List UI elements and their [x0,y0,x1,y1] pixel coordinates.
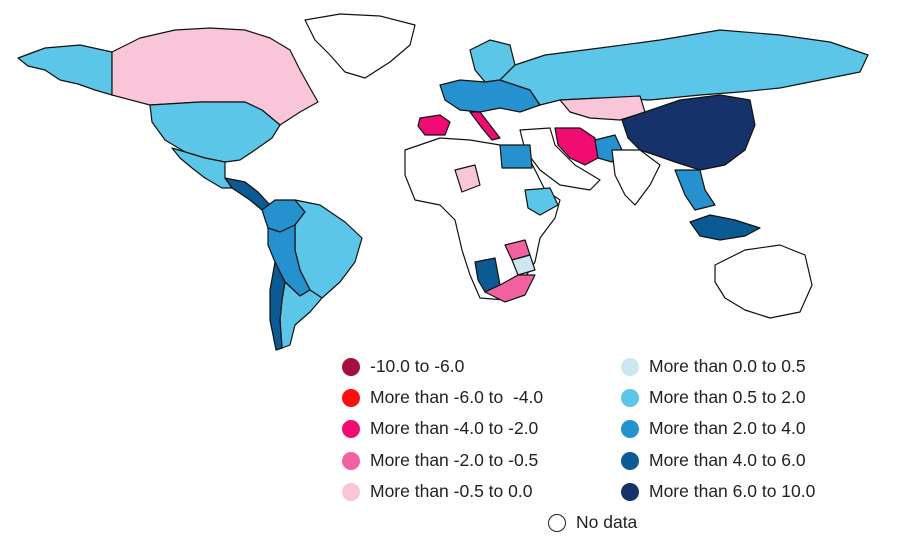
region-usa [149,101,281,163]
legend-item-4: More than -2.0 to -0.5 [342,450,538,471]
region-china [621,94,756,171]
legend-item-9: More than 4.0 to 6.0 [621,450,806,471]
region-greenland [304,13,416,79]
legend-label: More than -6.0 to -4.0 [370,387,544,407]
legend-swatch [621,419,639,438]
legend-swatch [621,482,639,501]
region-zimbabwe [511,254,536,276]
legend-item-5: More than -0.5 to 0.0 [342,481,532,502]
legend-label: More than 6.0 to 10.0 [649,481,816,501]
legend-label: -10.0 to -6.0 [370,356,465,376]
legend-label: More than -0.5 to 0.0 [370,481,533,501]
legend-swatch [342,388,360,407]
region-russia [499,29,869,106]
legend-swatch [621,451,639,470]
no-data-swatch [548,513,566,532]
region-southeast-asia [674,169,716,211]
legend-item-10: More than 6.0 to 10.0 [621,481,815,502]
legend-item-8: More than 2.0 to 4.0 [621,418,806,439]
legend-swatch [342,419,360,438]
legend-swatch [621,388,639,407]
region-alaska [17,44,113,96]
legend-label: More than 0.0 to 0.5 [649,356,806,376]
region-south-africa [484,274,536,303]
region-australia [714,244,813,319]
legend-item-6: More than 0.0 to 0.5 [621,356,806,377]
region-ethiopia [524,187,559,216]
legend-item-7: More than 0.5 to 2.0 [621,387,806,408]
legend-item-1: -10.0 to -6.0 [342,356,464,377]
legend-label: More than 2.0 to 4.0 [649,418,806,438]
region-central-america [224,177,271,211]
region-chile [269,261,286,351]
legend-label: More than 0.5 to 2.0 [649,387,806,407]
legend-item-2: More than -6.0 to -4.0 [342,387,543,408]
no-data-label: No data [576,512,638,532]
region-indonesia [689,214,761,241]
region-iberia [417,114,451,136]
legend-swatch [342,482,360,501]
region-chad [454,164,481,193]
legend-label: More than 4.0 to 6.0 [649,450,806,470]
region-western-europe [439,79,541,113]
legend-swatch [621,357,639,376]
region-middle-east [519,127,601,191]
legend-item-no-data: No data [548,512,637,533]
legend-label: More than -2.0 to -0.5 [370,450,539,470]
region-italy [469,111,501,141]
legend-item-3: More than -4.0 to -2.0 [342,418,538,439]
legend-label: More than -4.0 to -2.0 [370,418,539,438]
region-mexico [171,147,233,189]
region-iran [554,127,599,166]
legend-swatch [342,357,360,376]
region-egypt [499,144,533,169]
legend-swatch [342,451,360,470]
region-india [611,149,661,206]
